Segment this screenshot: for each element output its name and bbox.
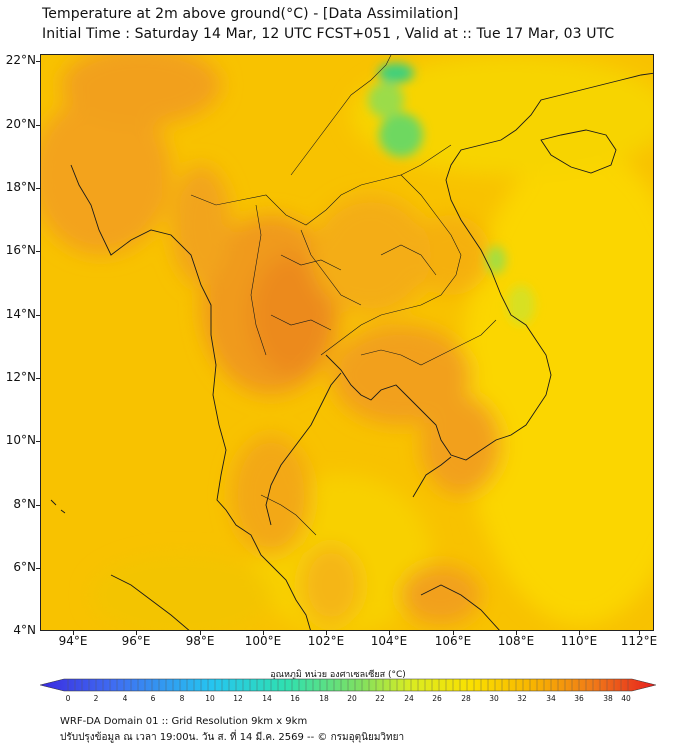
lat-label-22n: 22°N: [5, 53, 36, 67]
lon-tick: [136, 631, 137, 635]
colorbar-tick-label: 32: [517, 694, 527, 703]
lon-label-106e: 106°E: [434, 634, 472, 648]
lat-tick: [36, 188, 40, 189]
lat-tick: [36, 61, 40, 62]
colorbar-tick-label: 36: [574, 694, 584, 703]
lon-tick: [389, 631, 390, 635]
lon-tick: [200, 631, 201, 635]
lat-tick: [36, 125, 40, 126]
lat-tick: [36, 251, 40, 252]
lon-label-100e: 100°E: [244, 634, 282, 648]
cool-region: [368, 63, 535, 325]
lon-label-96e: 96°E: [121, 634, 151, 648]
colorbar: [40, 678, 656, 692]
colorbar-tick-label: 14: [262, 694, 272, 703]
colorbar-tick-label: 20: [347, 694, 357, 703]
colorbar-tick-label: 34: [546, 694, 556, 703]
lat-label-12n: 12°N: [5, 370, 36, 384]
lat-label-10n: 10°N: [5, 433, 36, 447]
colorbar-tick-label: 24: [404, 694, 414, 703]
lat-tick: [36, 378, 40, 379]
lon-label-112e: 112°E: [620, 634, 658, 648]
colorbar-tick-label: 12: [233, 694, 243, 703]
footer-update-info: ปรับปรุงข้อมูล ณ เวลา 19:00น. วัน ส. ที่…: [60, 732, 405, 743]
colorbar-tick-label: 16: [290, 694, 300, 703]
lon-label-94e: 94°E: [58, 634, 88, 648]
lon-tick: [326, 631, 327, 635]
lat-label-20n: 20°N: [5, 117, 36, 131]
colorbar-tick-label: 2: [93, 694, 99, 703]
colorbar-tick-label: 30: [489, 694, 499, 703]
colorbar-tick-label: 22: [375, 694, 385, 703]
chart-subtitle: Initial Time : Saturday 14 Mar, 12 UTC F…: [42, 26, 615, 42]
lat-tick: [36, 568, 40, 569]
lon-label-104e: 104°E: [370, 634, 408, 648]
borders: [190, 55, 497, 536]
lon-tick: [453, 631, 454, 635]
lat-label-6n: 6°N: [13, 560, 36, 574]
colorbar-tick-label: 4: [122, 694, 128, 703]
map-canvas: [41, 55, 653, 630]
temperature-field: [41, 55, 653, 630]
lon-label-108e: 108°E: [497, 634, 535, 648]
colorbar-tick-label: 18: [319, 694, 329, 703]
lat-label-8n: 8°N: [13, 497, 36, 511]
chart-title: Temperature at 2m above ground(°C) - [Da…: [42, 6, 459, 22]
colorbar-tick-label: 40: [621, 694, 631, 703]
lat-label-14n: 14°N: [5, 307, 36, 321]
colorbar-tick-label: 10: [205, 694, 215, 703]
lat-label-16n: 16°N: [5, 243, 36, 257]
lon-tick: [639, 631, 640, 635]
lon-tick: [263, 631, 264, 635]
lon-label-102e: 102°E: [307, 634, 345, 648]
lon-label-110e: 110°E: [560, 634, 598, 648]
lat-label-4n: 4°N: [13, 623, 36, 637]
colorbar-tick-label: 26: [432, 694, 442, 703]
lat-label-18n: 18°N: [5, 180, 36, 194]
lat-tick: [36, 315, 40, 316]
footer-grid-info: WRF-DA Domain 01 :: Grid Resolution 9km …: [60, 716, 308, 727]
lon-label-98e: 98°E: [185, 634, 215, 648]
lon-tick: [73, 631, 74, 635]
lon-tick: [579, 631, 580, 635]
lon-tick: [516, 631, 517, 635]
colorbar-tick-label: 6: [150, 694, 156, 703]
colorbar-tick-label: 38: [603, 694, 613, 703]
lat-tick: [36, 441, 40, 442]
lat-tick: [36, 505, 40, 506]
colorbar-ticks: [67, 679, 629, 691]
temperature-map: [40, 54, 654, 631]
colorbar-tick-label: 0: [65, 694, 71, 703]
colorbar-title: อุณหภูมิ หน่วย องศาเซลเซียส (°C): [270, 670, 406, 680]
colorbar-tick-label: 28: [461, 694, 471, 703]
colorbar-tick-label: 8: [179, 694, 185, 703]
coastlines: [50, 72, 653, 630]
